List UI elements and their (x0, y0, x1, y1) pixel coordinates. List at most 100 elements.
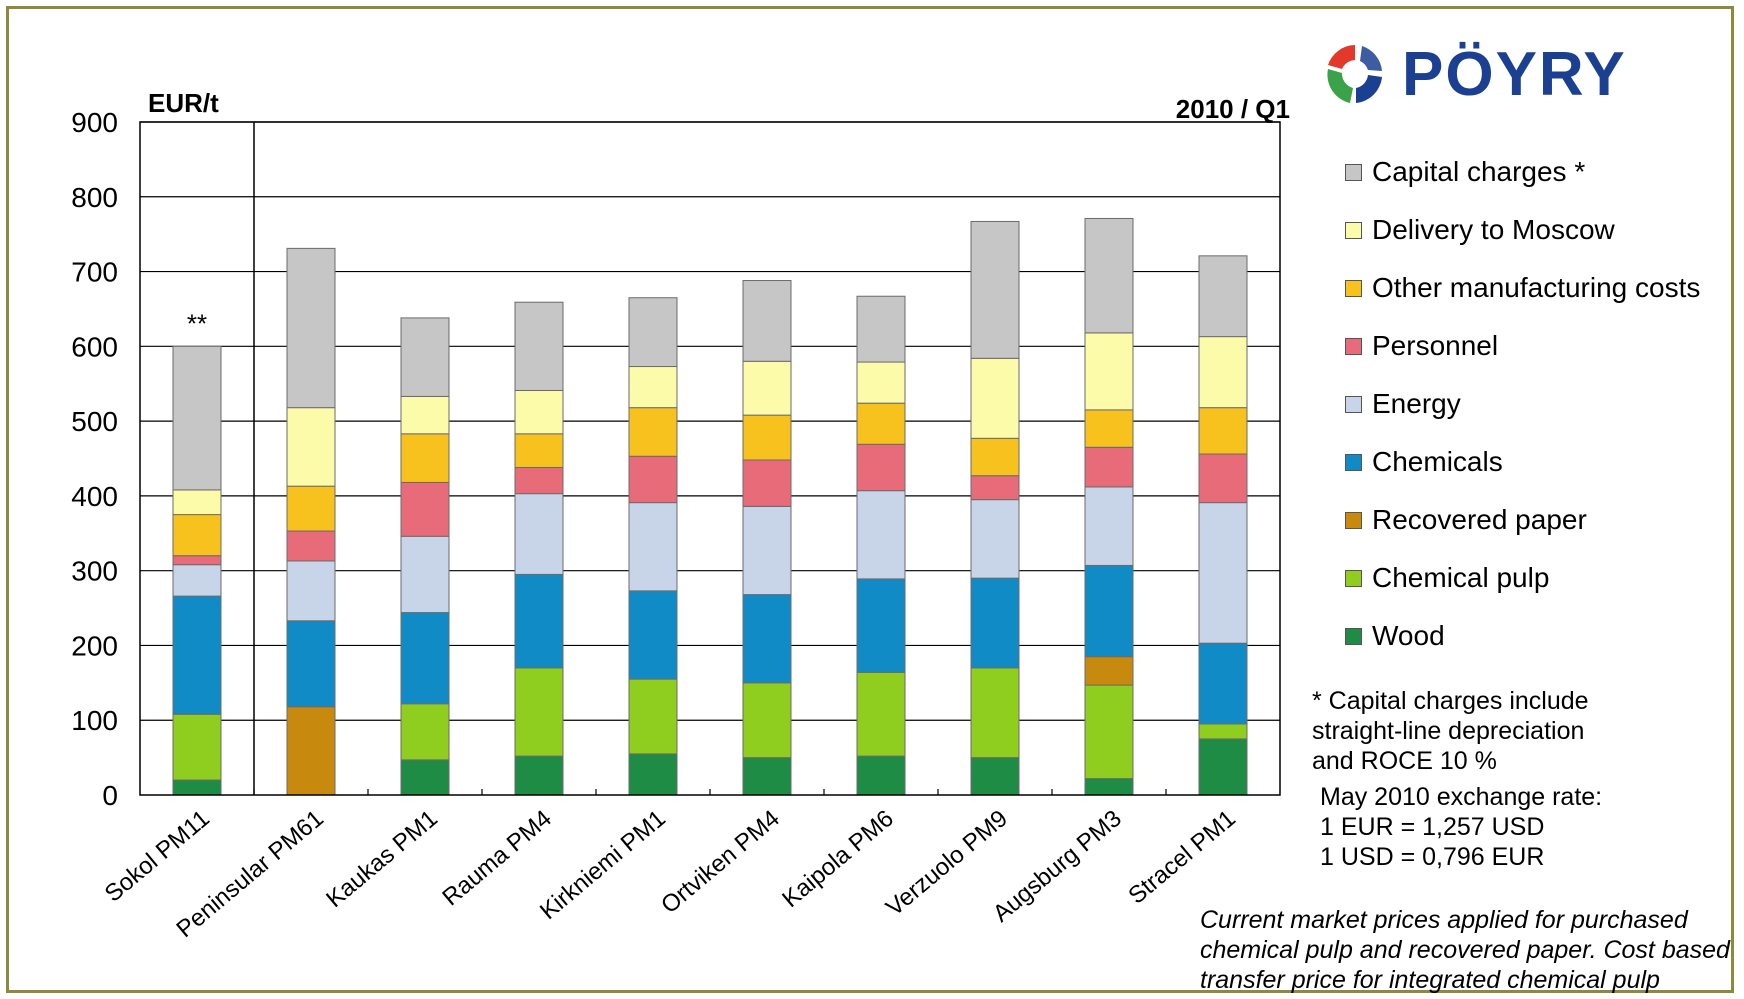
legend-swatch (1345, 512, 1362, 529)
note-line: straight-line depreciation (1312, 716, 1602, 746)
note-line: 1 EUR = 1,257 USD (1320, 812, 1602, 842)
x-tick-label: Sokol PM11 (100, 805, 215, 908)
bar-segment (401, 482, 449, 536)
x-tick-label: Kaukas PM1 (321, 805, 443, 913)
bar-segment (287, 408, 335, 487)
note-line: Current market prices applied for purcha… (1200, 905, 1740, 935)
bar-segment (401, 396, 449, 433)
note-line: 1 USD = 0,796 EUR (1320, 842, 1602, 872)
logo-text: PÖYRY (1402, 39, 1627, 110)
bar-segment (629, 591, 677, 679)
bar-segment (515, 302, 563, 390)
bar-segment (971, 668, 1019, 758)
bar-segment (743, 758, 791, 795)
legend-swatch (1345, 628, 1362, 645)
bar-segment (1199, 739, 1247, 795)
note-line: May 2010 exchange rate: (1320, 782, 1602, 812)
poyry-logo: PÖYRY (1320, 34, 1627, 114)
bar-segment (401, 704, 449, 760)
legend-label: Chemical pulp (1372, 562, 1549, 594)
bar-segment (287, 561, 335, 621)
bar-segment (629, 503, 677, 591)
bar-segment (401, 318, 449, 397)
legend: Capital charges * Delivery to Moscow Other… (1345, 143, 1700, 665)
bar-segment (1085, 565, 1133, 656)
legend-item: Wood (1345, 607, 1700, 665)
bar-segment (515, 434, 563, 468)
y-tick-label: 400 (71, 481, 118, 512)
bar-segment (857, 756, 905, 795)
bar-segment (857, 403, 905, 444)
legend-label: Wood (1372, 620, 1445, 652)
bar-segment (173, 565, 221, 596)
bar-segment (857, 491, 905, 579)
bar-segment (857, 444, 905, 490)
bar-segment (857, 579, 905, 672)
bar-segment (287, 707, 335, 795)
bars (173, 218, 1247, 795)
y-tick-label: 100 (71, 705, 118, 736)
bar-segment (857, 672, 905, 756)
bar-segment (1085, 487, 1133, 566)
bar-segment (173, 490, 221, 515)
legend-swatch (1345, 338, 1362, 355)
legend-item: Energy (1345, 375, 1700, 433)
bar-segment (971, 221, 1019, 358)
bar-segment (401, 434, 449, 483)
bar-segment (743, 595, 791, 683)
y-tick-label: 800 (71, 182, 118, 213)
market-prices-note: Current market prices applied for purcha… (1200, 905, 1740, 995)
y-tick-label: 600 (71, 331, 118, 362)
bar-segment (1199, 256, 1247, 337)
bar-segment (629, 754, 677, 795)
bar-segment (287, 621, 335, 707)
bar-segment (743, 506, 791, 594)
legend-item: Capital charges * (1345, 143, 1700, 201)
legend-item: Personnel (1345, 317, 1700, 375)
x-tick-label: Stracel PM1 (1123, 805, 1240, 910)
bar-segment (515, 467, 563, 493)
legend-label: Capital charges * (1372, 156, 1585, 188)
bar-segment (515, 574, 563, 667)
y-tick-label: 900 (71, 107, 118, 138)
note-line: * Capital charges include (1312, 686, 1602, 716)
legend-label: Chemicals (1372, 446, 1503, 478)
exchange-rate-note: May 2010 exchange rate: 1 EUR = 1,257 US… (1320, 782, 1602, 872)
bar-segment (1085, 333, 1133, 410)
bar-segment (1085, 410, 1133, 447)
bar-segment (857, 362, 905, 403)
bar-segment (173, 714, 221, 780)
legend-label: Personnel (1372, 330, 1498, 362)
bar-segment (173, 346, 221, 490)
notes: * Capital charges include straight-line … (1312, 686, 1602, 872)
x-tick-label: Kaipola PM6 (777, 805, 899, 913)
bar-segment (743, 415, 791, 460)
legend-item: Other manufacturing costs (1345, 259, 1700, 317)
bar-segment (1199, 724, 1247, 739)
bar-segment (743, 460, 791, 506)
bar-segment (1085, 447, 1133, 487)
x-tick-label: Rauma PM4 (437, 805, 557, 911)
bar-segment (1085, 657, 1133, 685)
bar-segment (287, 248, 335, 407)
bar-segment (743, 281, 791, 362)
bar-segment (1199, 503, 1247, 644)
bar-segment (857, 296, 905, 362)
bar-segment (1085, 685, 1133, 778)
bar-segment (1085, 779, 1133, 795)
bar-segment (287, 531, 335, 561)
bar-segment (971, 438, 1019, 475)
bar-annotation: ** (187, 308, 207, 338)
legend-item: Delivery to Moscow (1345, 201, 1700, 259)
bar-segment (173, 596, 221, 714)
capital-charges-note: * Capital charges include straight-line … (1312, 686, 1602, 776)
bar-segment (971, 476, 1019, 500)
bar-segment (401, 613, 449, 704)
bar-segment (971, 578, 1019, 668)
bar-segment (515, 390, 563, 433)
y-tick-label: 700 (71, 257, 118, 288)
legend-label: Energy (1372, 388, 1461, 420)
bar-segment (1199, 454, 1247, 503)
bar-segment (629, 408, 677, 457)
bar-segment (173, 515, 221, 556)
